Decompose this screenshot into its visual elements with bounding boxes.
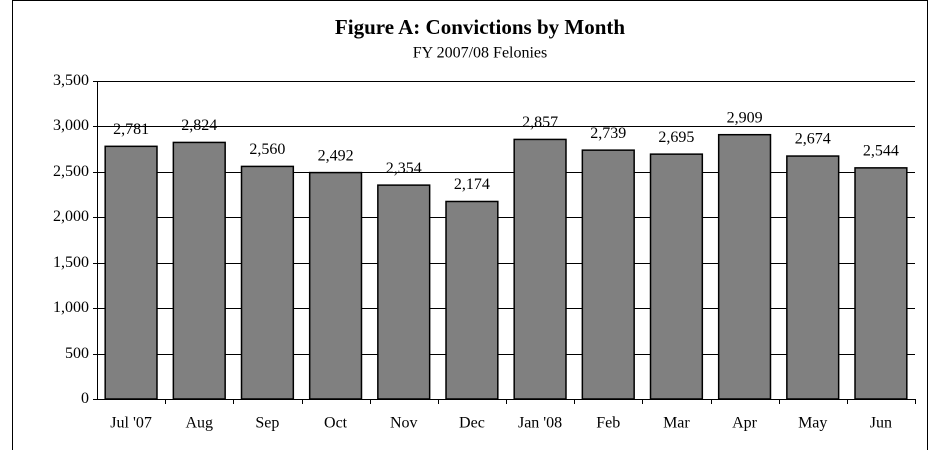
x-tick-label: Aug: [185, 415, 213, 432]
x-tick-label: May: [798, 415, 827, 432]
data-label: 2,174: [454, 176, 490, 193]
x-tick-label: Apr: [732, 415, 758, 432]
bar: [377, 184, 431, 400]
data-label: 2,857: [522, 114, 558, 131]
data-label: 2,695: [658, 129, 694, 146]
bar: [513, 138, 567, 400]
bar: [445, 200, 499, 400]
y-tick-label: 1,500: [53, 254, 89, 271]
x-tick-label: Feb: [596, 415, 620, 432]
y-tick-label: 500: [65, 345, 89, 362]
bar: [104, 145, 158, 400]
y-tick-label: 2,000: [53, 208, 89, 225]
y-tick-label: 1,000: [53, 299, 89, 316]
x-tick-label: Nov: [390, 415, 418, 432]
bar: [717, 133, 772, 400]
x-tick-label: Jul '07: [110, 415, 152, 432]
bar: [786, 155, 840, 400]
data-label: 2,674: [795, 131, 831, 148]
data-label: 2,909: [727, 109, 763, 126]
data-label: 2,544: [863, 143, 899, 160]
data-label: 2,354: [386, 160, 422, 177]
y-tick-label: 3,500: [53, 72, 89, 89]
data-label: 2,492: [318, 147, 354, 164]
x-tick-label: Oct: [324, 415, 348, 432]
y-tick-label: 0: [81, 390, 89, 407]
x-tick-label: Jun: [870, 415, 892, 432]
y-tick-label: 3,000: [53, 117, 89, 134]
x-tick-label: Mar: [663, 415, 690, 432]
bar: [649, 153, 704, 400]
x-tick-label: Dec: [459, 415, 485, 432]
x-tick-label: Sep: [255, 415, 279, 432]
data-label: 2,560: [249, 141, 285, 158]
chart-subtitle: FY 2007/08 Felonies: [413, 45, 548, 62]
data-label: 2,781: [113, 121, 149, 138]
bar: [581, 149, 635, 400]
bar: [172, 141, 226, 400]
data-label: 2,824: [181, 117, 217, 134]
bar: [854, 167, 908, 400]
y-tick-label: 2,500: [53, 163, 89, 180]
chart-title: Figure A: Convictions by Month: [335, 15, 625, 39]
bar: [240, 165, 295, 400]
bar: [308, 171, 363, 400]
data-label: 2,739: [590, 125, 626, 142]
x-tick-label: Jan '08: [518, 415, 562, 432]
